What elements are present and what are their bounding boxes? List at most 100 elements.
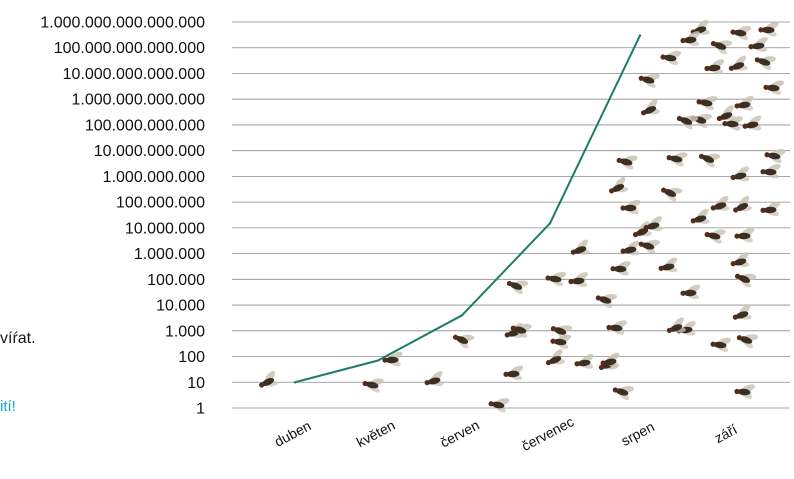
cropped-text-line: víŕat.: [0, 330, 36, 347]
fly-icon: [595, 294, 617, 308]
fly-icon: [760, 164, 781, 179]
fly-icon: [259, 370, 278, 388]
y-tick-label: 1.000.000.000.000: [72, 92, 206, 109]
fly-icon: [710, 40, 733, 55]
fly-icon: [660, 50, 682, 66]
grid-lines: [232, 21, 790, 409]
fly-icon: [643, 216, 663, 232]
y-tick-label: 10: [187, 375, 205, 392]
fly-icon: [680, 284, 701, 300]
fly-icon: [730, 25, 752, 41]
fly-icon: [574, 353, 594, 369]
data-point: [548, 222, 552, 225]
fly-icon: [638, 73, 660, 88]
fly-icon: [730, 252, 750, 268]
fly-icon: [722, 116, 743, 131]
x-tick-label: září: [712, 421, 740, 446]
fly-icon: [696, 96, 718, 111]
data-point: [293, 381, 297, 384]
fly-icon: [690, 208, 710, 224]
fly-icon: [680, 31, 700, 46]
fly-icon: [620, 240, 640, 256]
y-tick-label: 10.000.000.000: [94, 143, 205, 160]
x-tick-label: červen: [437, 417, 482, 451]
fly-icon: [503, 365, 524, 381]
y-tick-label: 100.000.000.000.000: [54, 40, 205, 57]
fly-icon: [763, 80, 785, 95]
fly-icon: [698, 153, 721, 168]
y-axis-ticks: 1 10 100 1.000 10.000 100.000 1.000.000 10.000.…: [40, 15, 205, 418]
fly-icon: [506, 280, 529, 295]
fly-icon: [620, 199, 641, 215]
fly-icon: [760, 201, 781, 217]
series-line: [294, 35, 641, 384]
fly-icon: [545, 349, 565, 366]
data-point: [638, 34, 642, 37]
y-tick-label: 10.000.000.000.000: [63, 66, 205, 83]
fly-icon: [452, 334, 475, 349]
fly-icon: [736, 334, 759, 349]
fly-icon: [658, 257, 678, 273]
fly-icon: [661, 187, 683, 202]
fly-icon: [382, 351, 403, 367]
x-tick-label: květen: [354, 417, 398, 450]
y-tick-label: 1.000.000.000.000.000: [40, 15, 205, 32]
y-tick-label: 100.000: [147, 272, 205, 289]
fly-icon: [728, 55, 748, 71]
fly-icon: [734, 227, 755, 243]
y-tick-label: 1.000: [165, 323, 205, 340]
fly-icon: [606, 320, 627, 335]
fly-icon: [734, 384, 755, 399]
fly-icon: [666, 317, 686, 333]
fly-icon: [734, 95, 754, 111]
fly-icon: [545, 271, 567, 287]
fly-icon: [730, 166, 750, 182]
fly-icon: [612, 386, 634, 400]
fly-icon: [704, 59, 725, 74]
fly-icon: [510, 323, 532, 338]
x-tick-label: duben: [272, 417, 314, 449]
y-tick-label: 100.000.000: [116, 195, 205, 212]
data-point: [460, 314, 464, 317]
fly-icon: [570, 239, 590, 255]
fly-icon: [754, 56, 776, 71]
fly-icon: [732, 304, 752, 320]
fly-icon: [616, 155, 638, 170]
fly-icon: [424, 371, 444, 387]
fly-icon: [550, 334, 572, 349]
fly-icon: [550, 325, 573, 340]
x-axis-ticks: duben květen červen červenec srpen září: [272, 413, 740, 454]
fly-icon: [748, 37, 768, 52]
cropped-link-text: ití!: [0, 398, 16, 415]
fly-icon: [710, 195, 730, 211]
x-tick-label: srpen: [618, 418, 656, 449]
fly-swarm: [259, 19, 786, 413]
fly-icon: [742, 115, 762, 131]
series-layer: [293, 34, 642, 384]
fly-icon: [362, 378, 384, 393]
x-tick-label: červenec: [519, 413, 577, 454]
fly-icon: [704, 229, 726, 244]
fly-icon: [488, 398, 510, 413]
fly-icon: [610, 261, 631, 276]
fly-icon: [638, 239, 660, 254]
y-tick-label: 10.000: [156, 298, 205, 315]
y-tick-label: 100: [178, 349, 205, 366]
y-tick-label: 1.000.000.000: [103, 169, 205, 186]
fly-icon: [600, 352, 620, 368]
fly-icon: [758, 21, 779, 37]
fly-icon: [676, 115, 699, 130]
y-tick-label: 1.000.000: [134, 246, 205, 263]
fly-icon: [666, 152, 688, 167]
y-tick-label: 100.000.000.000: [85, 117, 205, 134]
fly-icon: [640, 99, 660, 116]
data-point: [376, 359, 380, 362]
fly-icon: [733, 195, 752, 213]
y-tick-label: 1: [196, 401, 205, 418]
fly-icon: [734, 273, 757, 288]
fly-icon: [764, 149, 786, 164]
fly-icon: [568, 272, 588, 287]
fly-icon: [710, 337, 732, 352]
fly-icon: [609, 177, 628, 194]
